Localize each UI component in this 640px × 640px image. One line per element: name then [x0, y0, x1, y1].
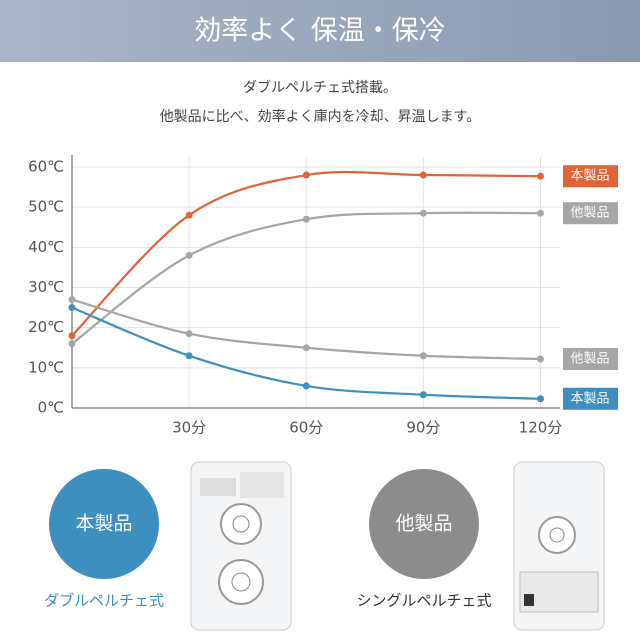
data-point	[68, 332, 76, 340]
data-point	[302, 171, 310, 179]
y-tick-label: 30℃	[28, 278, 64, 296]
data-point	[185, 211, 193, 219]
data-point	[68, 296, 76, 304]
data-point	[419, 209, 427, 217]
legend-box	[563, 165, 618, 188]
data-point	[536, 395, 544, 403]
badge-label: 本製品	[75, 513, 132, 535]
badge-label: 他製品	[395, 513, 452, 535]
header-title: 効率よく 保温・保冷	[194, 16, 446, 47]
caption: シングルペルチェ式	[356, 592, 491, 610]
data-point	[302, 215, 310, 223]
legend-box	[563, 202, 618, 225]
data-point	[419, 352, 427, 360]
legend-label: 本製品	[570, 169, 609, 184]
series-line	[71, 170, 541, 337]
product-image	[513, 461, 605, 631]
description: 他製品に比べ、効率よく庫内を冷却、昇温します。	[160, 108, 481, 125]
data-point	[419, 391, 427, 399]
data-point	[185, 330, 193, 338]
legend-label: 他製品	[570, 206, 609, 221]
data-point	[536, 172, 544, 180]
series-line	[71, 211, 541, 345]
y-tick-label: 60℃	[28, 158, 64, 176]
legend-box	[563, 387, 618, 410]
y-tick-label: 40℃	[28, 238, 64, 256]
data-point	[68, 304, 76, 312]
x-tick-label: 60分	[289, 419, 323, 437]
x-tick-label: 120分	[519, 419, 563, 437]
badge	[49, 469, 159, 579]
data-point	[302, 344, 310, 352]
x-tick-label: 90分	[406, 419, 440, 437]
badge	[369, 469, 479, 579]
y-tick-label: 0℃	[38, 399, 64, 417]
header-band	[0, 0, 640, 62]
legend-label: 他製品	[570, 351, 609, 366]
description: ダブルペルチェ式搭載。	[243, 79, 397, 96]
legend-label: 本製品	[570, 391, 609, 406]
y-tick-label: 10℃	[28, 358, 64, 376]
data-point	[536, 209, 544, 217]
data-point	[302, 382, 310, 390]
legend-box	[563, 347, 618, 370]
product-image	[190, 461, 292, 631]
data-point	[185, 251, 193, 259]
data-point	[185, 352, 193, 360]
x-tick-label: 30分	[172, 419, 206, 437]
caption: ダブルペルチェ式	[44, 592, 164, 610]
data-point	[68, 340, 76, 348]
data-point	[536, 355, 544, 363]
y-tick-label: 50℃	[28, 198, 64, 216]
data-point	[419, 171, 427, 179]
y-tick-label: 20℃	[28, 318, 64, 336]
